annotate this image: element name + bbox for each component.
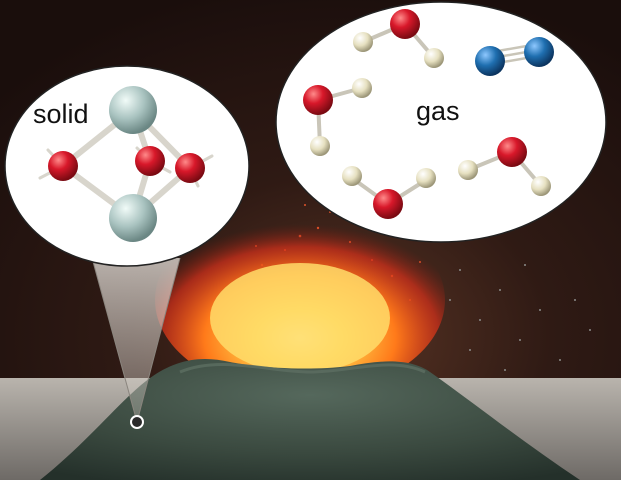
volcano-mound xyxy=(40,358,580,480)
water-molecule xyxy=(353,9,444,68)
water-molecule xyxy=(303,78,372,156)
fire-core xyxy=(210,263,390,373)
solid-bubble xyxy=(4,65,250,267)
ash-particles xyxy=(449,264,591,371)
water-molecule xyxy=(458,137,551,196)
gas-bubble xyxy=(275,1,607,243)
solid-label: solid xyxy=(33,99,89,129)
water-molecule xyxy=(342,166,436,219)
gas-label: gas xyxy=(416,96,460,126)
magnifier-cone xyxy=(92,258,180,422)
molecular-solid-structure-icon xyxy=(4,65,250,267)
nitrogen-molecule xyxy=(475,37,554,76)
crater-rim xyxy=(179,362,426,374)
magnifier-point xyxy=(130,415,144,429)
